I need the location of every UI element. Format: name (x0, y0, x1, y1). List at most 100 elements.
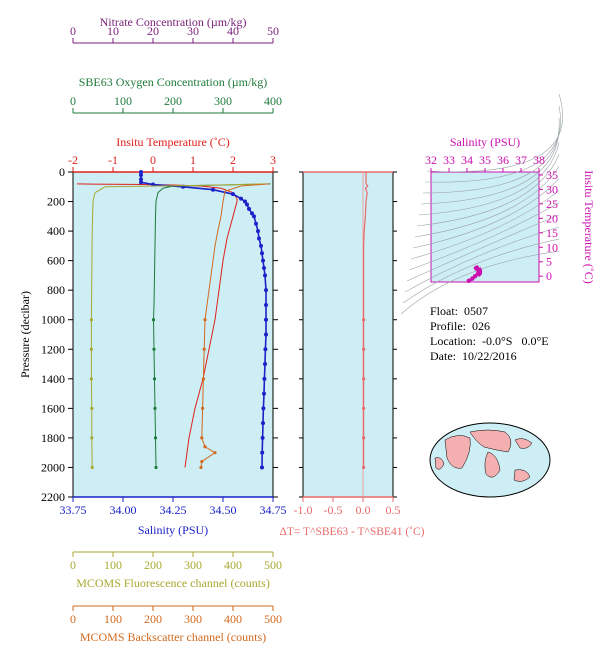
backscatter-tick-label: 400 (224, 612, 242, 626)
ts-salinity-tick-label: 35 (479, 153, 491, 167)
location-label: Location: (430, 334, 476, 348)
fluorescence-sample-point (90, 406, 94, 410)
salinity-sample-point (256, 229, 260, 234)
delta-t-tick-label: -0.5 (324, 503, 343, 517)
backscatter-sample-point (200, 459, 204, 464)
ts-sample-point (466, 278, 471, 284)
ts-density-contour (416, 154, 560, 227)
pressure-tick-label: 2200 (41, 490, 65, 504)
ts-sample-point (477, 271, 482, 277)
pressure-tick-label: 400 (47, 224, 65, 238)
world-map-landmass (469, 429, 512, 453)
nitrate-tick-label: 20 (147, 24, 159, 38)
fluorescence-tick-label: 400 (224, 558, 242, 572)
backscatter-sample-point (200, 436, 204, 440)
pressure-tick-label: 200 (47, 195, 65, 209)
fluorescence-axis-title: MCOMS Fluorescence channel (counts) (76, 576, 270, 590)
salinity-sample-point (260, 251, 264, 256)
nitrate-tick-label: 30 (187, 24, 199, 38)
salinity-sample-point (261, 258, 265, 263)
main-plot-area (72, 171, 274, 498)
ts-temp-tick-label: 15 (546, 226, 558, 240)
fluorescence-sample-point (90, 465, 94, 470)
salinity-sample-point (245, 202, 249, 207)
salinity-sample-point (262, 391, 266, 396)
oxygen-axis-title: SBE63 Oxygen Concentration (µm/kg) (79, 75, 268, 89)
nitrate-tick-label: 10 (107, 24, 119, 38)
salinity-sample-point (261, 421, 265, 426)
world-map-landmass (484, 451, 501, 478)
oxygen-sample-point (151, 318, 156, 322)
pressure-tick-label: 1400 (41, 372, 65, 386)
pressure-tick-label: 1800 (41, 431, 65, 445)
pressure-tick-label: 1600 (41, 401, 65, 415)
salinity-sample-point (261, 406, 266, 411)
oxygen-sample-point (154, 465, 158, 470)
temperature-axis-title: Insitu Temperature (˚C) (116, 135, 230, 149)
salinity-sample-point (264, 288, 268, 293)
fluorescence-sample-point (89, 347, 93, 351)
temperature-tick-label: 0 (150, 153, 156, 167)
oxygen-profile-line (152, 183, 271, 468)
temperature-tick-label: -1 (108, 153, 118, 167)
profile-value: 026 (472, 319, 490, 333)
backscatter-sample-point (203, 318, 207, 322)
oxygen-sample-point (152, 377, 157, 381)
delta-t-sample-point (362, 347, 366, 351)
fluorescence-sample-point (89, 318, 93, 322)
date-line: Date: 10/22/2016 (430, 349, 549, 364)
pressure-tick-label: 600 (47, 254, 65, 268)
ts-temp-tick-label: 30 (546, 182, 558, 196)
delta-t-axis-title: ΔT= T^SBE63 - T^SBE41 (˚C) (279, 526, 424, 538)
oxygen-tick-label: 400 (264, 94, 282, 108)
float-label: Float: (430, 304, 459, 318)
delta-t-tick-label: 0.0 (356, 503, 371, 517)
salinity-sample-point (139, 170, 143, 174)
ts-plot-area (430, 171, 540, 283)
oxygen-sample-point (153, 436, 158, 440)
salinity-sample-point (259, 243, 263, 248)
oxygen-tick-label: 200 (164, 94, 182, 108)
salinity-sample-point (247, 206, 251, 211)
salinity-sample-point (264, 332, 268, 337)
pressure-tick-label: 1000 (41, 313, 65, 327)
salinity-sample-point (239, 196, 243, 201)
salinity-sample-point (139, 177, 143, 182)
backscatter-sample-point (201, 406, 205, 410)
float-value: 0507 (464, 304, 489, 318)
ts-salinity-axis-title: Salinity (PSU) (450, 135, 520, 149)
salinity-tick-label: 34.00 (110, 503, 137, 517)
ts-temp-tick-label: 0 (546, 269, 552, 283)
backscatter-tick-label: 100 (104, 612, 122, 626)
pressure-tick-label: 0 (59, 165, 65, 179)
salinity-sample-point (252, 214, 256, 219)
salinity-sample-point (260, 435, 265, 440)
ts-density-contour (412, 178, 560, 249)
ts-density-contour (418, 142, 560, 216)
delta-t-plot-area (302, 171, 394, 498)
location-value: -0.0°S 0.0°E (481, 334, 549, 348)
backscatter-tick-label: 300 (184, 612, 202, 626)
pressure-axis-label: Pressure (decibar) (18, 291, 32, 378)
salinity-sample-point (139, 180, 143, 185)
salinity-axis-title: Salinity (PSU) (138, 523, 208, 537)
backscatter-tick-label: 500 (264, 612, 282, 626)
float-id-line: Float: 0507 (430, 304, 549, 319)
salinity-sample-point (139, 172, 143, 177)
delta-t-tick-label: 0.5 (386, 503, 401, 517)
ts-temp-tick-label: 20 (546, 211, 558, 225)
pressure-tick-label: 2000 (41, 460, 65, 474)
salinity-tick-label: 34.25 (160, 503, 187, 517)
ts-temp-tick-label: 5 (546, 255, 552, 269)
oxygen-tick-label: 300 (214, 94, 232, 108)
backscatter-tick-label: 200 (144, 612, 162, 626)
fluorescence-tick-label: 300 (184, 558, 202, 572)
ts-sample-point (474, 265, 480, 270)
fluorescence-tick-label: 0 (70, 558, 76, 572)
oxygen-tick-label: 0 (70, 94, 76, 108)
salinity-sample-point (262, 266, 266, 271)
delta-t-sample-point (362, 318, 366, 322)
salinity-tick-label: 34.75 (260, 503, 287, 517)
salinity-sample-point (250, 211, 254, 216)
